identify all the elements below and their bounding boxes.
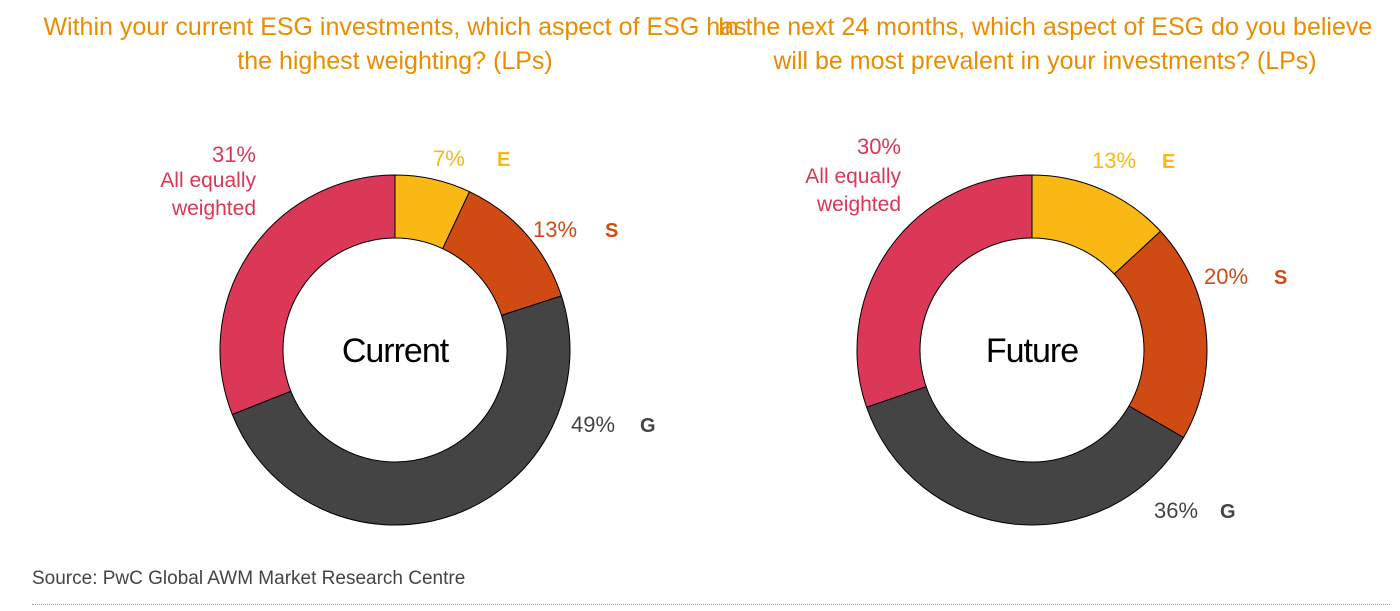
- future-category-label-g: G: [1220, 501, 1236, 523]
- dotted-divider: [32, 604, 1390, 605]
- future-category-label-s: S: [1274, 267, 1287, 289]
- current-category-label-all: All equally weighted: [160, 169, 256, 220]
- current-slice-s: [442, 190, 563, 317]
- current-value-label-e: 7%: [433, 146, 465, 171]
- chart-title-future: In the next 24 months, which aspect of E…: [717, 13, 1373, 75]
- chart-title-current: Within your current ESG investments, whi…: [43, 13, 747, 75]
- current-center-label: Current: [342, 332, 450, 370]
- future-category-label-e: E: [1162, 151, 1175, 173]
- current-value-label-g: 49%: [571, 412, 615, 437]
- current-category-label-e: E: [497, 149, 510, 171]
- future-value-label-s: 20%: [1204, 264, 1248, 289]
- future-slice-all: [856, 174, 1033, 408]
- current-value-label-all: 31%: [212, 142, 256, 167]
- future-category-label-all: All equally weighted: [805, 165, 901, 216]
- future-center-label: Future: [986, 332, 1078, 370]
- current-slice-all: [219, 174, 396, 416]
- current-slice-g: [231, 295, 571, 526]
- future-value-label-all: 30%: [857, 134, 901, 159]
- donut-chart-current: Current 7% E 13% S 49% G 31%All equally weighted: [160, 142, 656, 526]
- current-value-label-s: 13%: [533, 217, 577, 242]
- current-category-label-s: S: [605, 220, 618, 242]
- future-slice-g: [865, 385, 1185, 526]
- donut-chart-future: Future 13% E 20% S 36% G 30% All equally weighted: [805, 134, 1287, 526]
- source-note: Source: PwC Global AWM Market Research C…: [32, 568, 466, 589]
- future-value-label-e: 13%: [1092, 148, 1136, 173]
- current-category-label-g: G: [640, 415, 656, 437]
- future-value-label-g: 36%: [1154, 498, 1198, 523]
